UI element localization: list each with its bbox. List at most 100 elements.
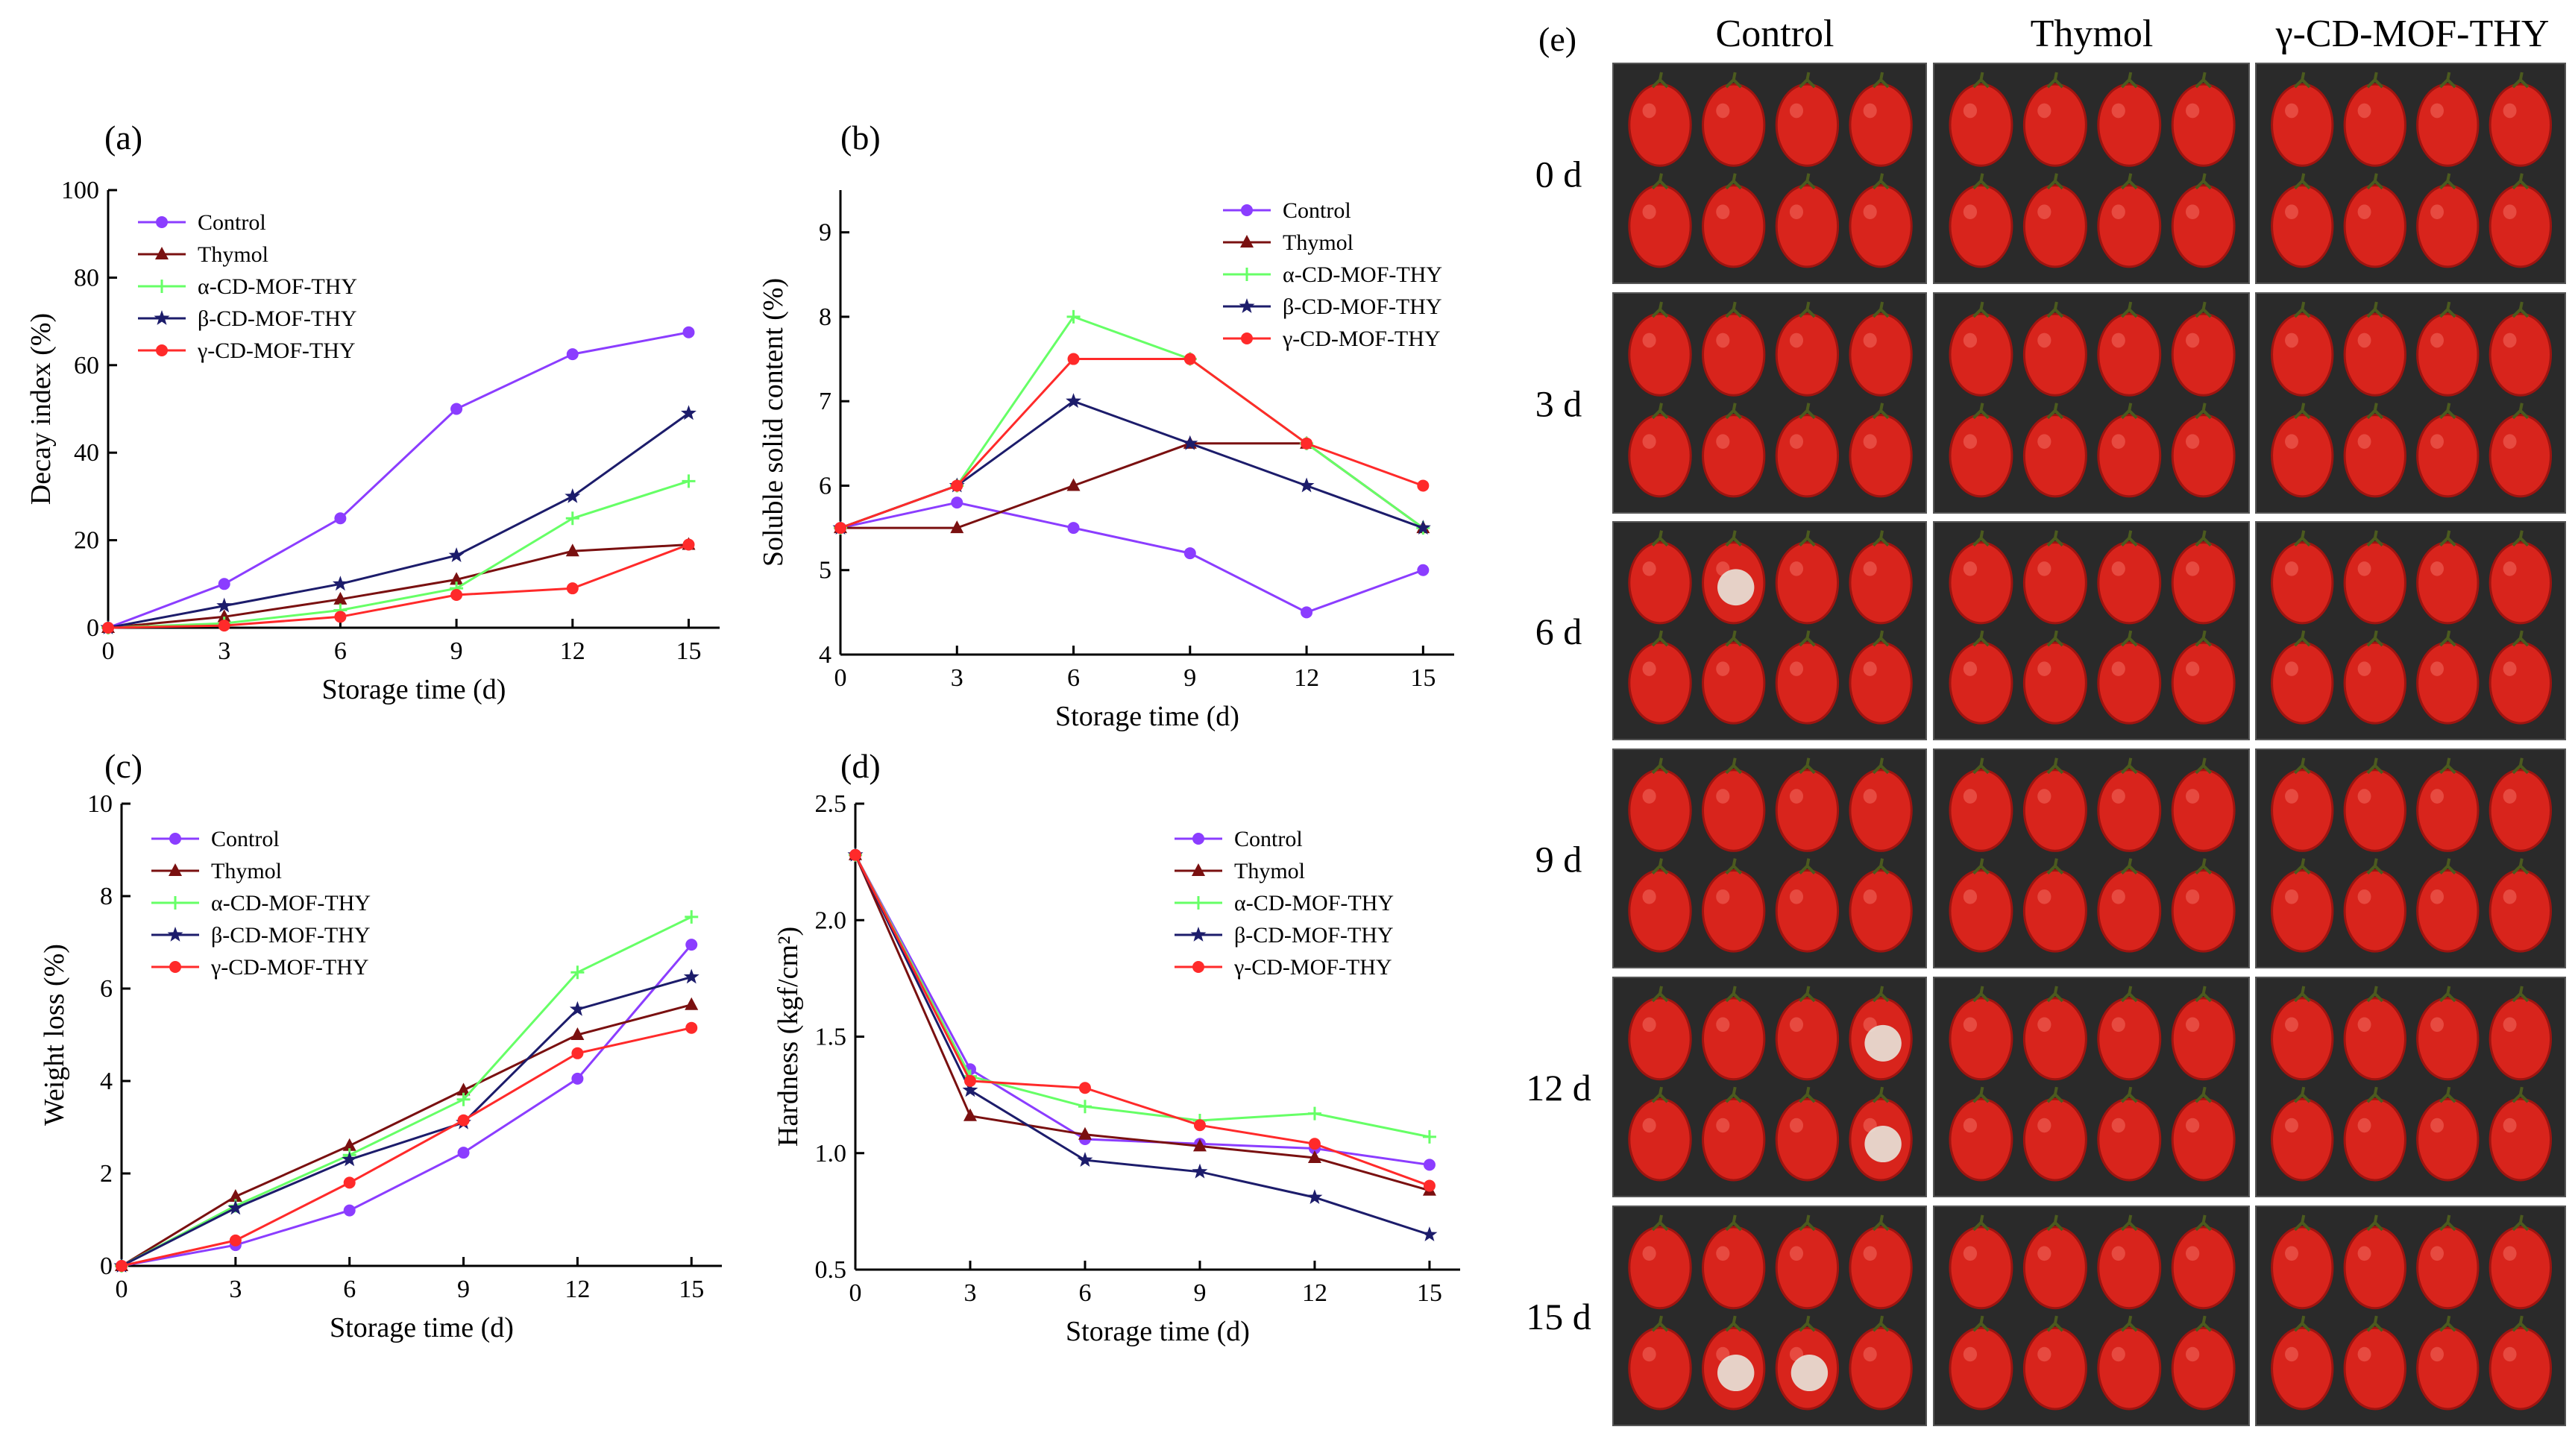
chart-b: (b) 0 3 6 9 12 15 4 5 6 7 8 9 Storage time (d) Soluble… xyxy=(758,119,1454,732)
photo-cd-mof-thy-9-d xyxy=(2255,749,2566,968)
tomato-highlight xyxy=(2186,561,2200,576)
legend-marker xyxy=(1240,235,1254,248)
data-point xyxy=(571,1072,584,1085)
legend-label: Control xyxy=(1234,827,1303,851)
tomato-stem xyxy=(1651,403,1669,420)
tomato xyxy=(2271,1214,2334,1310)
tomato-body xyxy=(1628,769,1692,852)
y-tick-label: 0 xyxy=(100,1252,113,1280)
tomato-highlight xyxy=(2430,661,2444,676)
tomato-body xyxy=(2488,641,2553,725)
legend: Control Thymol α-CD-MOF-THY β-CD-MOF-THY γ-C… xyxy=(138,210,357,363)
data-point xyxy=(228,1189,242,1202)
tomato-highlight xyxy=(2186,1246,2200,1261)
tomato-highlight xyxy=(1716,204,1730,220)
series-cd-mof-thy xyxy=(102,538,695,634)
tomato xyxy=(2343,986,2406,1081)
tomato-stem xyxy=(2046,757,2064,775)
tomato-highlight xyxy=(1963,1346,1978,1362)
series-cd-mof-thy xyxy=(115,910,699,1273)
tomato xyxy=(1702,986,1766,1081)
tomato-stem xyxy=(2046,403,2064,420)
series-line xyxy=(840,358,1424,529)
tomato-highlight xyxy=(2186,1346,2200,1362)
tomato-stem xyxy=(2195,1086,2213,1103)
panel-label: (b) xyxy=(840,119,881,157)
tomato xyxy=(1628,72,1692,167)
tomato xyxy=(1949,986,2013,1081)
tomato-stem xyxy=(1651,1086,1669,1103)
x-tick-label: 0 xyxy=(116,1276,128,1303)
tomato-stem xyxy=(1725,530,1743,547)
chart-c: (c) 0 3 6 9 12 15 0 2 4 6 8 10 Storage time (d) Weight… xyxy=(39,747,722,1343)
y-tick-label: 0 xyxy=(87,614,99,642)
tomato-highlight xyxy=(2503,561,2517,576)
tomato-highlight xyxy=(2111,661,2125,676)
row-label: 6 d xyxy=(1535,611,1582,652)
tomato-highlight xyxy=(1716,434,1730,450)
data-point xyxy=(1307,1150,1321,1163)
tomato-stem xyxy=(2293,630,2311,647)
data-point xyxy=(1415,520,1431,535)
tomato-highlight xyxy=(1716,103,1730,119)
tomato xyxy=(2416,530,2480,625)
tomato-body xyxy=(1949,184,2013,268)
legend-marker xyxy=(169,863,182,876)
tomato xyxy=(2488,403,2553,498)
tomato-body xyxy=(2097,1326,2162,1411)
tomato-stem xyxy=(2120,757,2138,775)
x-tick-label: 3 xyxy=(963,1279,976,1307)
tomato-highlight xyxy=(1642,103,1656,119)
tomato-stem xyxy=(1872,403,1890,420)
tomato xyxy=(2343,301,2406,397)
tomato-body xyxy=(2416,541,2480,625)
y-tick-label: 4 xyxy=(100,1068,113,1095)
y-axis-title: Soluble solid content (%) xyxy=(758,278,789,567)
tomato-stem xyxy=(1972,757,1990,775)
x-tick-label: 0 xyxy=(834,664,847,692)
tomato xyxy=(2171,403,2236,498)
tomato-stem xyxy=(2439,1086,2456,1103)
tomato-highlight xyxy=(2186,1017,2200,1033)
legend-label: Control xyxy=(1283,198,1351,223)
tomato-stem xyxy=(1972,301,1990,318)
data-point xyxy=(456,1092,471,1106)
tomato-highlight xyxy=(2111,1246,2125,1261)
tomato-body xyxy=(2022,184,2087,268)
tomato-body xyxy=(1849,83,1913,167)
legend-marker xyxy=(1241,333,1253,344)
tomato xyxy=(1702,1315,1766,1411)
tomato-stem xyxy=(1972,986,1990,1003)
tomato-body xyxy=(2343,641,2406,725)
tomato xyxy=(1775,403,1840,498)
tomato xyxy=(2022,630,2087,725)
tomato-body xyxy=(2097,184,2162,268)
tomato-stem xyxy=(2195,173,2213,190)
tomato xyxy=(2271,530,2334,625)
tomato-stem xyxy=(1872,630,1890,647)
legend-label: Control xyxy=(198,210,266,235)
tomato-highlight xyxy=(1863,661,1877,676)
tomato-body xyxy=(2271,184,2334,268)
tomato-stem xyxy=(1872,858,1890,874)
tomato-highlight xyxy=(1963,889,1978,904)
tomato-highlight xyxy=(1716,661,1730,676)
data-point xyxy=(1417,479,1430,492)
tomato-stem xyxy=(1872,757,1890,775)
tomato xyxy=(1949,757,2013,852)
tomato xyxy=(2097,1214,2162,1310)
tomato xyxy=(2022,403,2087,498)
mold-patch xyxy=(1717,1355,1755,1392)
tomato-stem xyxy=(2195,630,2213,647)
y-tick-label: 4 xyxy=(819,641,831,669)
tomato-body xyxy=(1628,1226,1692,1310)
legend-marker xyxy=(1240,268,1254,281)
tomato-stem xyxy=(1798,301,1816,318)
tomato-body xyxy=(2022,641,2087,725)
tomato-body xyxy=(1849,769,1913,852)
tomato-body xyxy=(2022,769,2087,852)
tomato-stem xyxy=(2046,858,2064,874)
tomato-highlight xyxy=(2430,204,2444,220)
tomato-body xyxy=(1702,641,1766,725)
